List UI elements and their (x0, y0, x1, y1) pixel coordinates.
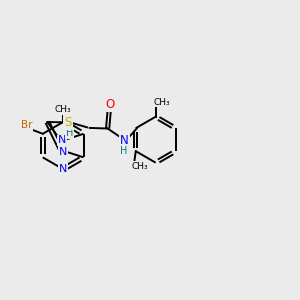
Text: H: H (120, 146, 128, 156)
Text: CH₃: CH₃ (132, 162, 148, 171)
Text: N: N (58, 136, 66, 146)
Text: H: H (66, 128, 73, 138)
Text: O: O (105, 98, 115, 111)
Text: CH₃: CH₃ (154, 98, 170, 106)
Text: CH₃: CH₃ (55, 105, 71, 114)
Text: N: N (120, 134, 129, 147)
Text: Br: Br (20, 120, 32, 130)
Text: N: N (59, 164, 67, 174)
Text: S: S (64, 116, 72, 129)
Text: N: N (58, 147, 67, 157)
